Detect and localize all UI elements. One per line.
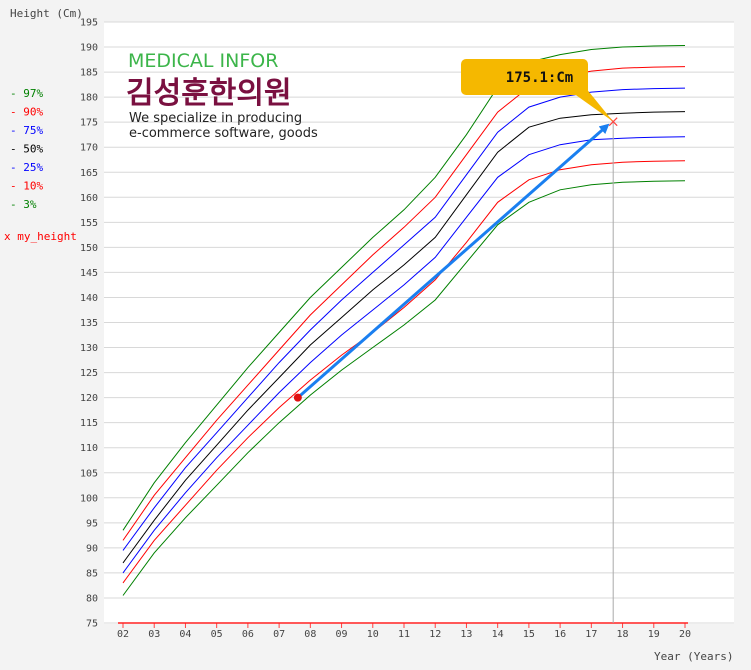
y-tick-label: 130 — [80, 343, 98, 354]
my-height-point — [293, 393, 302, 402]
watermark-line2: 김성훈한의원 — [126, 76, 292, 111]
x-tick-label: 12 — [429, 629, 441, 640]
x-tick-label: 14 — [492, 629, 504, 640]
y-tick-label: 160 — [80, 193, 98, 204]
predicted-height-label: 175.1:Cm — [506, 70, 573, 86]
y-tick-label: 80 — [86, 593, 98, 604]
y-tick-label: 125 — [80, 368, 98, 379]
legend-item: - 25% — [10, 161, 43, 174]
y-tick-label: 175 — [80, 118, 98, 129]
y-tick-label: 115 — [80, 418, 98, 429]
x-tick-label: 06 — [242, 629, 254, 640]
x-tick-label: 13 — [460, 629, 472, 640]
watermark-line3: We specialize in producing — [129, 111, 302, 126]
y-tick-label: 85 — [86, 568, 98, 579]
y-tick-label: 105 — [80, 468, 98, 479]
x-tick-label: 03 — [148, 629, 160, 640]
series-line-0 — [122, 45, 686, 531]
series-line-3 — [122, 111, 686, 564]
legend-item: - 50% — [10, 143, 43, 156]
x-axis-label: Year (Years) — [654, 650, 733, 663]
y-tick-label: 140 — [80, 293, 98, 304]
x-tick-label: 20 — [679, 629, 691, 640]
y-tick-label: 120 — [80, 393, 98, 404]
legend: - 97% - 90% - 75% - 50% - 25% - 10% - 3% x my_h… — [4, 87, 77, 243]
legend-item: - 75% — [10, 124, 43, 137]
legend-item: - 90% — [10, 106, 43, 119]
legend-item: - 3% — [10, 198, 37, 211]
x-tick-label: 17 — [585, 629, 597, 640]
series-line-6 — [122, 180, 686, 596]
x-tick-label: 15 — [523, 629, 535, 640]
x-tick-label: 19 — [648, 629, 660, 640]
x-tick-label: 05 — [211, 629, 223, 640]
annotations: 175.1:Cm — [293, 59, 618, 623]
x-tick-label: 04 — [179, 629, 191, 640]
y-tick-label: 145 — [80, 268, 98, 279]
x-tick-label: 07 — [273, 629, 285, 640]
x-tick-label: 08 — [304, 629, 316, 640]
y-axis-label: Height (Cm) — [10, 7, 83, 20]
y-tick-label: 195 — [80, 18, 98, 29]
callout-pointer — [573, 87, 614, 122]
x-tick-label: 11 — [398, 629, 410, 640]
y-tick-label: 165 — [80, 168, 98, 179]
y-tick-label: 190 — [80, 43, 98, 54]
y-tick-label: 95 — [86, 518, 98, 529]
grid-lines — [104, 21, 734, 624]
callout-box — [461, 59, 588, 95]
x-tick-label: 16 — [554, 629, 566, 640]
y-tick-label: 180 — [80, 93, 98, 104]
series-line-1 — [122, 66, 686, 541]
growth-arrow — [296, 123, 610, 399]
x-tick-label: 02 — [117, 629, 129, 640]
x-tick-label: 18 — [617, 629, 629, 640]
y-tick-label: 75 — [86, 619, 98, 630]
legend-item: - 97% — [10, 87, 43, 100]
series-line-5 — [122, 160, 686, 584]
y-tick-label: 110 — [80, 443, 98, 454]
y-tick-label: 155 — [80, 218, 98, 229]
series-line-2 — [122, 87, 686, 551]
watermark-line1: MEDICAL INFOR — [128, 50, 278, 72]
legend-item: x my_height — [4, 230, 77, 243]
y-tick-label: 135 — [80, 318, 98, 329]
watermark-line4: e-commerce software, goods — [129, 126, 318, 141]
x-tick-label: 10 — [367, 629, 379, 640]
x-tick-label: 09 — [336, 629, 348, 640]
watermark: MEDICAL INFOR 김성훈한의원 We specialize in pr… — [126, 50, 318, 141]
y-tick-label: 100 — [80, 493, 98, 504]
y-tick-label: 90 — [86, 543, 98, 554]
y-tick-label: 150 — [80, 243, 98, 254]
y-tick-label: 185 — [80, 68, 98, 79]
axes: 75 80 85 90 95 100 105 110 115 120 125 130 135 140 145… — [80, 18, 691, 641]
y-tick-label: 170 — [80, 143, 98, 154]
legend-item: - 10% — [10, 180, 43, 193]
